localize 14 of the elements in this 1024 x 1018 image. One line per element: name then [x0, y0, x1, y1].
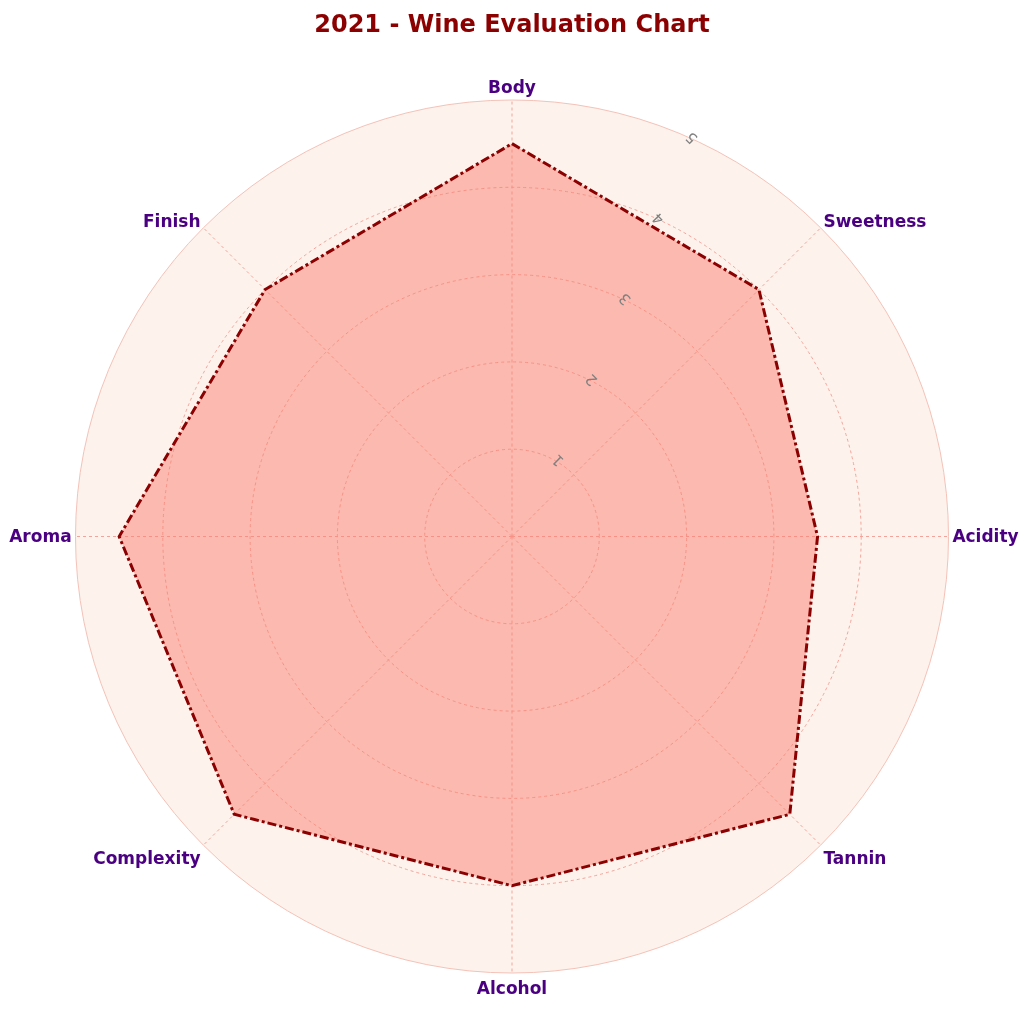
y-tick-label: 1	[548, 450, 568, 471]
spoke-label: Tannin	[823, 848, 887, 869]
y-tick-label: 2	[581, 370, 602, 390]
spoke-label: Aroma	[9, 526, 72, 547]
y-tick-label: 3	[615, 289, 635, 309]
chart-title: 2021 - Wine Evaluation Chart	[314, 10, 710, 39]
y-tick-label: 4	[648, 208, 668, 229]
spoke-label: Acidity	[952, 526, 1019, 547]
spoke-label: Alcohol	[476, 977, 548, 998]
spoke-label: Body	[488, 76, 536, 97]
spoke-label: Sweetness	[823, 210, 927, 231]
spoke-label: Complexity	[93, 848, 201, 869]
y-tick-label: 5	[681, 128, 702, 148]
spoke-label: Finish	[143, 210, 201, 231]
